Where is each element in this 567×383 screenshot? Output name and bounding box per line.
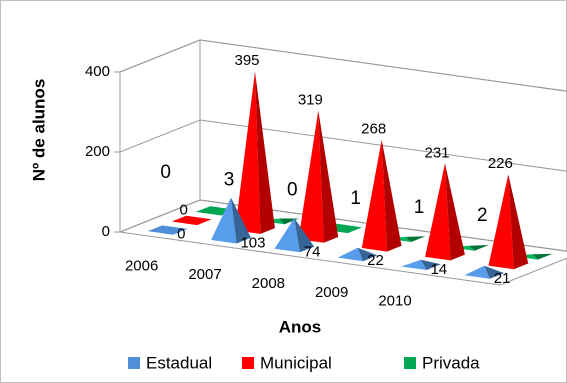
y-tick-label: 0 [102,223,110,240]
pyramid-front [401,259,427,270]
pyramid-side [421,259,441,270]
pyramid-side [405,236,426,242]
pyramid-side [445,163,465,261]
data-label: 1 [350,188,361,209]
data-label: 21 [494,270,511,287]
data-label: 2 [477,205,488,226]
x-tick-label: 2010 [378,293,411,310]
legend-label: Privada [422,353,480,372]
pyramid-side [469,245,489,251]
data-label: 74 [304,243,321,260]
pyramid-front [488,174,514,270]
pyramid-side [532,253,553,260]
legend-label: Municipal [260,353,332,372]
pyramid-front [298,110,324,243]
pyramid [361,139,402,252]
pyramid-side [381,139,402,252]
legend-swatch [404,357,416,369]
data-label: 3 [224,169,235,190]
legend: Estadual Municipal Privada [128,353,480,372]
pyramid-front [274,218,300,253]
data-label: 14 [430,261,447,278]
pyramid [425,163,465,261]
data-label: 231 [424,144,449,161]
data-label: 395 [234,52,259,69]
pyramid-side [484,265,505,279]
x-axis-label: Anos [279,317,322,336]
y-tick-label: 200 [85,143,110,160]
x-tick-label: 2007 [188,266,221,283]
legend-label: Estadual [146,353,212,372]
pyramid [235,71,275,234]
x-tick-label: 2008 [252,275,285,292]
x-tick-label: 2006 [125,257,158,274]
marks: 0 3 0 1 1 2 0 395 319 268 231 226 0 103 74 22 14 21 [147,52,553,287]
pyramid [211,197,251,244]
data-label: 0 [160,162,171,183]
pyramid [464,265,505,279]
pyramid-base [171,215,212,226]
pyramid [401,259,441,270]
data-label: 226 [488,155,513,172]
pyramid [488,174,529,270]
pyramid-front [235,71,261,234]
x-tick-label: 2009 [315,284,348,301]
pyramid-side [318,110,339,243]
y-tick-label: 400 [85,63,110,80]
pyramid-front [425,163,451,261]
pyramid [147,225,188,235]
grid-line [119,119,567,172]
pyramid-front [464,265,490,279]
pyramid-side [357,247,378,262]
data-label: 0 [287,179,298,200]
data-label: 1 [414,197,425,218]
pyramid-side [294,218,315,253]
pyramid-front [361,139,388,252]
pyramid-front [337,247,364,262]
pyramid-base [147,225,188,235]
data-label: 319 [298,91,323,108]
pyramid [274,218,315,253]
pyramid-side [231,197,251,244]
grid-line [119,39,567,92]
data-label: 0 [177,226,185,243]
y-axis-label: Nº de alunos [29,79,48,182]
data-label: 22 [367,252,384,269]
pyramid [171,215,212,226]
pyramid-side [508,174,529,270]
pyramid-front [211,197,237,244]
data-label: 268 [361,121,386,138]
data-label: 0 [179,201,187,218]
data-label: 103 [240,234,265,251]
pyramid [337,247,378,262]
legend-swatch [242,357,254,369]
legend-swatch [128,357,140,369]
pyramid-side [255,71,275,234]
pyramid [298,110,339,243]
